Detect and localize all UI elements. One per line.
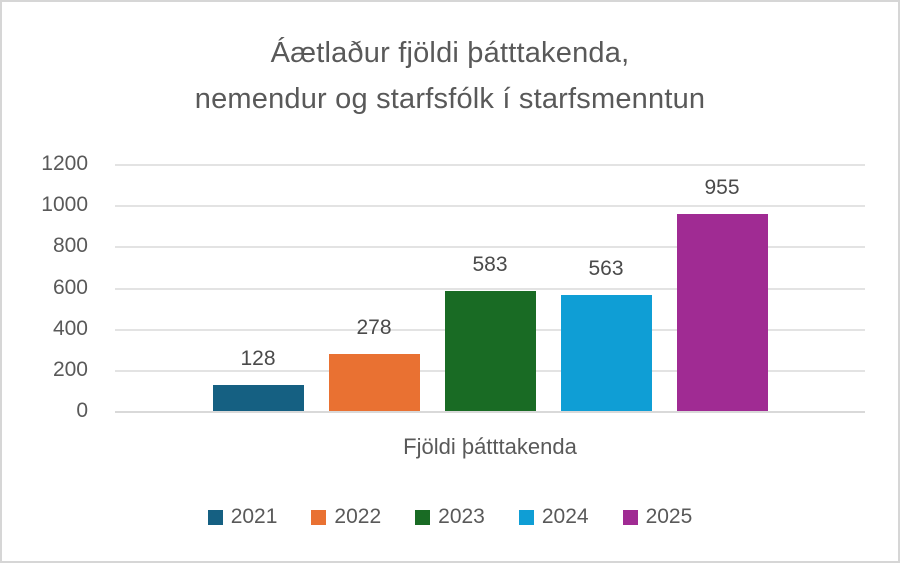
y-tick-label-1200: 1200: [41, 152, 88, 175]
legend-label-2024: 2024: [541, 505, 589, 528]
gridline-600: [115, 287, 865, 290]
bar-2024: [560, 295, 652, 411]
legend-item-2021: 2021: [207, 505, 278, 529]
legend-label-2023: 2023: [438, 505, 485, 528]
gridline-0: [115, 411, 865, 413]
gridline-1200: [115, 164, 865, 166]
chart-title-line-2: nemendur og starfsfólk í starfsmenntun: [194, 83, 706, 115]
data-label-2022: 278: [356, 315, 392, 339]
legend-label-2022: 2022: [334, 505, 382, 528]
y-tick-label-400: 400: [52, 316, 88, 340]
legend-label-2021: 2021: [230, 505, 278, 528]
data-label-2024: 563: [588, 257, 624, 281]
y-tick-label-0: 0: [76, 399, 88, 422]
y-tick-label-800: 800: [52, 234, 88, 258]
data-label-2021: 128: [240, 346, 276, 370]
data-label-2025: 955: [704, 176, 740, 200]
gridline-1000: [115, 205, 865, 208]
x-axis-label: Fjöldi þátttakenda: [403, 434, 577, 459]
legend-item-2025: 2025: [622, 505, 693, 529]
legend-swatch-2025: [622, 509, 638, 525]
bar-2021: [212, 384, 304, 411]
legend-swatch-2022: [311, 509, 327, 525]
legend-item-2024: 2024: [518, 505, 589, 529]
legend-item-2022: 2022: [311, 505, 381, 529]
legend-swatch-2023: [415, 509, 431, 525]
y-tick-label-200: 200: [52, 357, 88, 381]
bar-2025: [676, 214, 768, 411]
plot-area: 128 278 583 563 955: [115, 164, 865, 413]
data-label-2023: 583: [472, 253, 508, 276]
chart-title-line-1: Áætlaður fjöldi þátttakenda,: [270, 37, 630, 69]
bar-2022: [328, 353, 420, 411]
gridline-800: [115, 246, 865, 249]
y-tick-label-600: 600: [52, 275, 88, 299]
bar-2023: [444, 291, 536, 411]
legend-swatch-2024: [518, 509, 534, 525]
legend-label-2025: 2025: [645, 505, 693, 528]
chart-title: Áætlaður fjöldi þátttakenda, nemendur og…: [2, 30, 898, 122]
legend-swatch-2021: [207, 509, 223, 525]
legend-item-2023: 2023: [415, 505, 485, 529]
legend: 2021 2022 2023 2024 2025: [2, 505, 898, 529]
y-tick-label-1000: 1000: [41, 193, 88, 217]
